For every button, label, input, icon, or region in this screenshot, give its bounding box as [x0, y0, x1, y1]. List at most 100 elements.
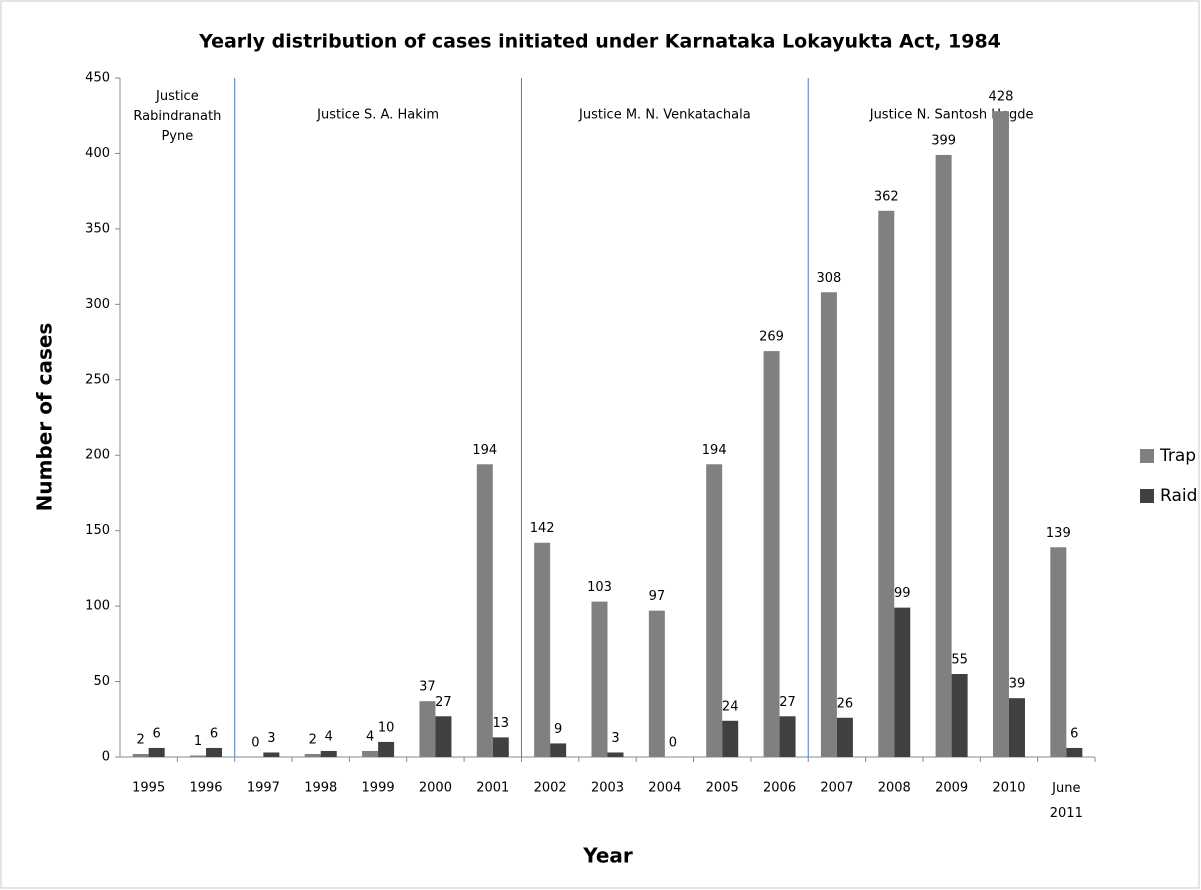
bar	[779, 716, 796, 757]
data-label: 24	[722, 699, 739, 714]
x-tick-label: 1995	[132, 781, 165, 796]
bar	[148, 747, 165, 757]
data-label: 308	[816, 271, 841, 286]
data-label: 0	[669, 736, 677, 751]
period-label: Justice S. A. Hakim	[316, 108, 439, 123]
data-label: 399	[931, 133, 956, 148]
y-tick-label: 450	[85, 71, 110, 86]
y-tick-label: 200	[85, 448, 110, 463]
bar	[820, 292, 837, 757]
data-label: 142	[530, 521, 555, 536]
data-label: 3	[611, 731, 619, 746]
data-label: 27	[779, 695, 796, 710]
bar	[992, 111, 1009, 757]
data-label: 26	[837, 696, 854, 711]
bar	[591, 601, 608, 757]
y-tick-label: 150	[85, 523, 110, 538]
data-label: 13	[493, 716, 510, 731]
bar	[706, 464, 723, 757]
y-axis-title: Number of cases	[33, 323, 57, 512]
x-tick-label: 2010	[992, 781, 1025, 796]
bar	[935, 154, 952, 757]
bar	[263, 752, 280, 757]
data-label: 0	[251, 736, 259, 751]
bar	[894, 607, 911, 757]
data-label: 428	[989, 90, 1014, 105]
bar	[1066, 747, 1083, 757]
bar	[836, 717, 853, 757]
bar	[435, 716, 452, 757]
bar	[763, 351, 780, 757]
data-label: 6	[1070, 726, 1078, 741]
period-label: Justice Rabindranath Pyne	[133, 89, 221, 144]
data-label: 27	[435, 695, 452, 710]
bar	[378, 741, 395, 757]
data-label: 194	[472, 443, 497, 458]
data-label: 2	[309, 732, 317, 747]
y-tick-label: 250	[85, 372, 110, 387]
y-tick-label: 100	[85, 599, 110, 614]
x-tick-label: 2001	[476, 781, 509, 796]
x-tick-label: 2006	[763, 781, 796, 796]
data-label: 194	[702, 443, 727, 458]
x-tick-label: 2002	[534, 781, 567, 796]
legend-swatch	[1140, 449, 1154, 463]
bar	[419, 701, 436, 757]
legend-label: Raid	[1160, 486, 1197, 506]
bar	[492, 737, 509, 757]
legend-label: Trap	[1159, 446, 1196, 466]
y-tick-label: 50	[93, 674, 110, 689]
x-tick-label: 2000	[419, 781, 452, 796]
x-tick-label: June 2011	[1050, 781, 1083, 821]
x-tick-label: 1997	[247, 781, 280, 796]
data-label: 3	[267, 731, 275, 746]
y-tick-label: 0	[102, 750, 110, 765]
x-tick-label: 2007	[820, 781, 853, 796]
data-label: 6	[210, 726, 218, 741]
data-label: 269	[759, 330, 784, 345]
bar	[1008, 698, 1025, 757]
bar	[476, 464, 493, 757]
data-label: 99	[894, 586, 911, 601]
x-tick-label: 2009	[935, 781, 968, 796]
data-label: 55	[951, 653, 968, 668]
data-label: 39	[1009, 677, 1026, 692]
legend-swatch	[1140, 489, 1154, 503]
data-label: 1	[194, 734, 202, 749]
bar	[951, 674, 968, 757]
bar	[132, 753, 149, 757]
x-tick-label: 2004	[648, 781, 681, 796]
bar	[1050, 547, 1067, 757]
bar	[648, 610, 665, 757]
bar	[550, 743, 567, 757]
x-tick-label: 2005	[706, 781, 739, 796]
period-label: Justice N. Santosh Hegde	[869, 108, 1034, 123]
period-label: Justice M. N. Venkatachala	[578, 108, 751, 123]
data-label: 9	[554, 722, 562, 737]
data-label: 37	[419, 680, 436, 695]
x-tick-label: 1998	[304, 781, 337, 796]
data-label: 6	[153, 726, 161, 741]
data-label: 4	[325, 729, 333, 744]
bar	[362, 750, 379, 757]
x-tick-label: 1996	[189, 781, 222, 796]
x-tick-label: 1999	[362, 781, 395, 796]
data-label: 4	[366, 729, 374, 744]
bar	[534, 542, 551, 757]
data-label: 139	[1046, 526, 1071, 541]
bar	[190, 755, 207, 757]
bar	[722, 720, 739, 757]
x-tick-label: 2003	[591, 781, 624, 796]
y-tick-label: 400	[85, 146, 110, 161]
data-label: 2	[137, 732, 145, 747]
x-axis-title: Year	[582, 844, 633, 868]
data-label: 97	[649, 589, 666, 604]
y-tick-label: 350	[85, 221, 110, 236]
bar	[878, 210, 895, 757]
chart-title: Yearly distribution of cases initiated u…	[198, 31, 1001, 53]
bar	[304, 753, 321, 757]
data-label: 103	[587, 580, 612, 595]
data-label: 362	[874, 189, 899, 204]
bar	[206, 747, 223, 757]
